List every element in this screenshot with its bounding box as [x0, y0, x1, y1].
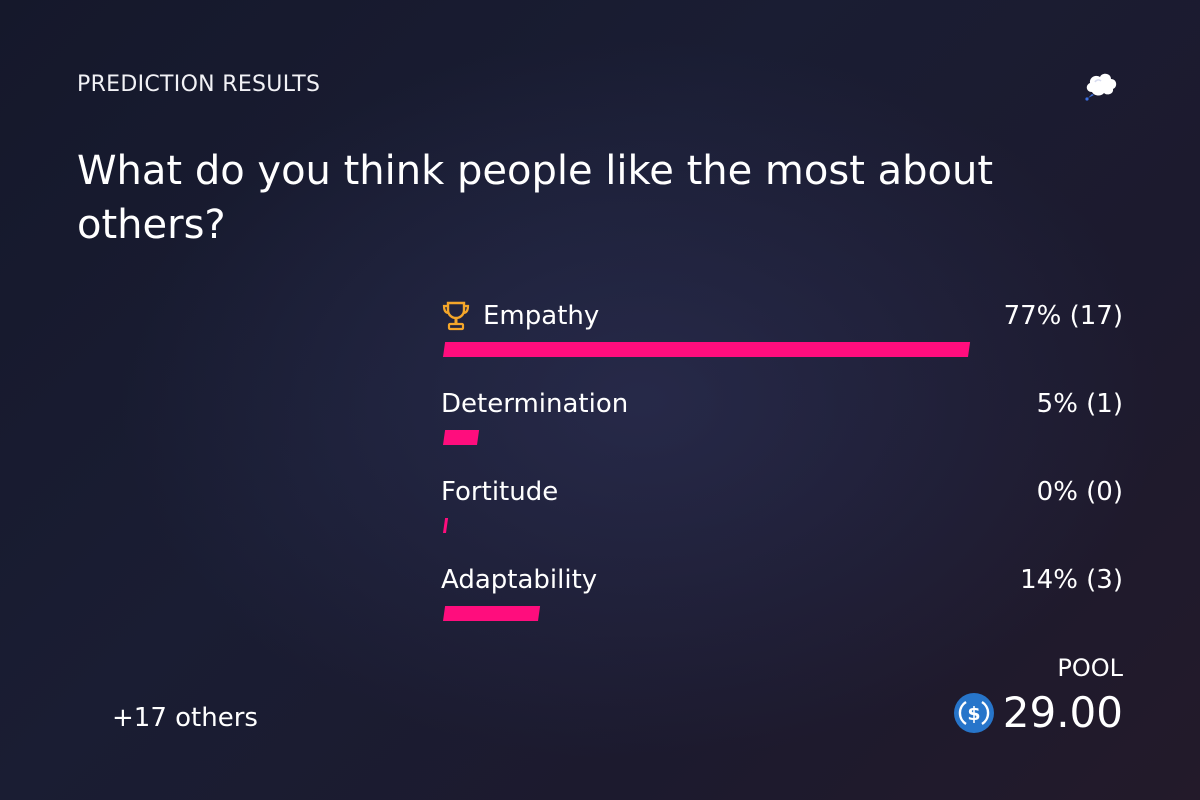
svg-text:$: $ — [967, 703, 980, 725]
option-result: 14% (3) — [1020, 565, 1123, 595]
options-list: Empathy 77% (17) Determination 5% (1) — [441, 296, 1123, 648]
option-label: Determination — [441, 389, 629, 419]
result-bar-fill — [443, 518, 449, 533]
card-kicker: PREDICTION RESULTS — [77, 72, 321, 97]
pool-amount-row: $ 29.00 — [953, 688, 1123, 737]
trophy-icon — [442, 301, 470, 331]
thought-cloud-icon — [1085, 73, 1117, 101]
option-empathy: Empathy 77% (17) — [441, 296, 1123, 384]
result-bar-track — [441, 342, 1123, 357]
pool-label: POOL — [1057, 654, 1123, 682]
option-result: 5% (1) — [1036, 389, 1123, 419]
result-bar-fill — [443, 430, 480, 445]
option-fortitude: Fortitude 0% (0) — [441, 472, 1123, 560]
option-determination: Determination 5% (1) — [441, 384, 1123, 472]
option-adaptability: Adaptability 14% (3) — [441, 560, 1123, 648]
usdc-coin-icon: $ — [953, 692, 994, 733]
result-bar-fill — [443, 606, 541, 621]
option-label: Fortitude — [441, 477, 559, 507]
option-result: 0% (0) — [1036, 477, 1123, 507]
result-bar-track — [441, 606, 1123, 621]
result-bar-track — [441, 430, 1123, 445]
result-bar-fill — [443, 342, 971, 357]
option-label: Empathy — [483, 301, 600, 331]
option-result: 77% (17) — [1003, 301, 1123, 331]
pool-amount: 29.00 — [1002, 688, 1123, 737]
option-label: Adaptability — [441, 565, 598, 595]
question-title: What do you think people like the most a… — [77, 148, 994, 248]
others-count: +17 others — [112, 703, 258, 733]
result-bar-track — [441, 518, 1123, 533]
